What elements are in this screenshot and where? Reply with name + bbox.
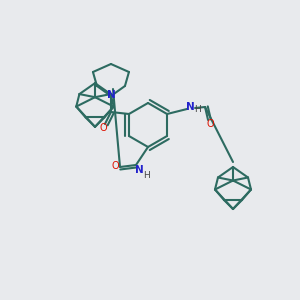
Text: O: O — [206, 119, 214, 129]
Text: O: O — [99, 123, 107, 133]
Text: O: O — [111, 161, 119, 171]
Text: N: N — [106, 90, 115, 100]
Text: H: H — [144, 170, 150, 179]
Text: H: H — [194, 106, 200, 115]
Text: N: N — [186, 102, 194, 112]
Text: N: N — [135, 165, 143, 175]
